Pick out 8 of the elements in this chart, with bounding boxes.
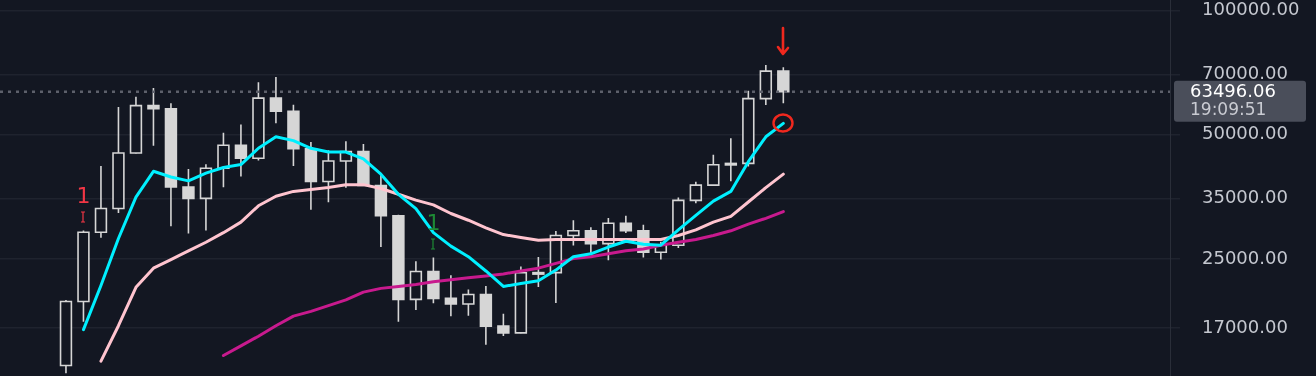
y-tick-label: 100000.00 bbox=[1202, 0, 1300, 20]
y-tick-label: 25000.00 bbox=[1202, 246, 1288, 268]
annotation: 1 bbox=[76, 183, 91, 209]
y-tick-label: 50000.00 bbox=[1202, 122, 1288, 144]
text: 19:09:51 bbox=[1190, 99, 1267, 120]
y-tick-label: 35000.00 bbox=[1202, 186, 1288, 208]
annotation: 1 bbox=[426, 210, 441, 236]
y-tick-label: 17000.00 bbox=[1202, 315, 1288, 337]
